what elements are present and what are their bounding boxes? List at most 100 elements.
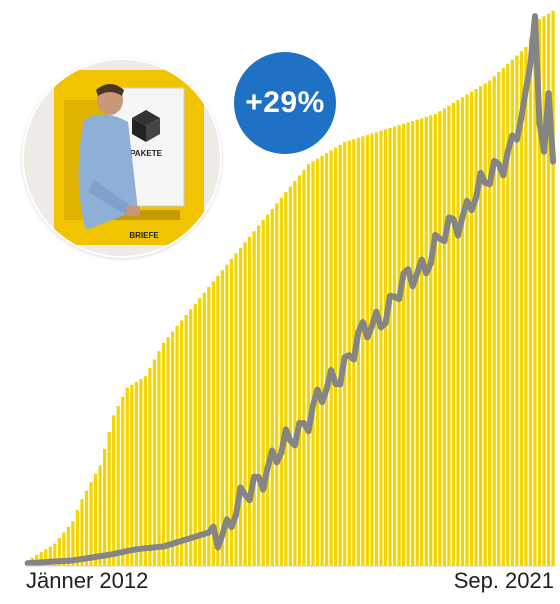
- bar: [89, 482, 93, 566]
- bar: [306, 164, 311, 567]
- bar: [315, 158, 320, 566]
- bar: [442, 108, 447, 566]
- bar: [438, 111, 442, 566]
- bar: [170, 331, 175, 566]
- bar: [103, 448, 107, 566]
- bar: [528, 37, 533, 566]
- bar: [465, 94, 469, 567]
- bar: [411, 121, 415, 566]
- bar: [80, 499, 84, 566]
- bar: [57, 538, 61, 566]
- bar: [284, 192, 288, 566]
- bar: [478, 86, 483, 567]
- bar: [506, 63, 510, 567]
- bar: [324, 153, 329, 566]
- bar: [184, 314, 188, 566]
- bar: [501, 67, 505, 567]
- bar: [451, 102, 456, 567]
- bars-group: [26, 10, 555, 567]
- bar: [93, 473, 98, 566]
- bar: [424, 116, 428, 566]
- bar: [107, 432, 111, 566]
- bar: [98, 465, 102, 566]
- bar: [497, 72, 501, 567]
- photo-sign-pakete: PAKETE: [130, 149, 163, 158]
- bar: [48, 546, 52, 566]
- bar: [44, 549, 48, 566]
- bar: [252, 231, 256, 566]
- bar: [270, 208, 274, 566]
- bar: [519, 51, 524, 566]
- bar: [207, 287, 211, 566]
- bar: [143, 376, 148, 566]
- bar: [166, 337, 170, 566]
- person-figure: [78, 84, 140, 230]
- x-axis-end-label: Sep. 2021: [453, 568, 554, 593]
- bar: [293, 180, 297, 567]
- bar: [161, 342, 166, 566]
- bar: [62, 532, 66, 566]
- bar: [374, 132, 379, 566]
- bar: [247, 236, 252, 566]
- bar: [415, 119, 419, 566]
- bar: [216, 275, 220, 566]
- bar: [338, 144, 342, 566]
- bar: [157, 351, 161, 566]
- bar: [193, 303, 197, 566]
- package-icon: [132, 110, 160, 142]
- bar: [238, 247, 243, 566]
- bar: [483, 83, 487, 566]
- bar: [279, 197, 283, 566]
- series-line: [24, 13, 557, 567]
- bar: [130, 384, 134, 566]
- bar: [139, 379, 143, 566]
- bar: [429, 115, 433, 567]
- bar: [275, 203, 279, 567]
- bar: [116, 406, 120, 566]
- bar: [148, 367, 152, 566]
- bar: [542, 16, 546, 567]
- bar: [356, 137, 360, 567]
- bar: [257, 225, 261, 566]
- bar: [361, 136, 365, 566]
- bar: [456, 100, 460, 566]
- bar: [234, 253, 238, 566]
- bar: [75, 510, 80, 566]
- bar: [524, 47, 528, 567]
- bar: [488, 80, 492, 566]
- bar: [365, 134, 369, 566]
- bar: [53, 543, 57, 566]
- bar: [225, 264, 229, 566]
- bar: [243, 242, 247, 567]
- percent-change-badge: +29%: [234, 52, 336, 154]
- bar: [401, 123, 406, 566]
- bar: [383, 129, 388, 566]
- bar: [198, 298, 202, 566]
- bar: [180, 320, 184, 566]
- bar: [71, 521, 75, 566]
- bar: [297, 175, 302, 566]
- bar: [388, 127, 392, 566]
- bar: [152, 359, 157, 566]
- bar: [406, 122, 410, 566]
- bar: [189, 309, 193, 566]
- bar: [420, 118, 424, 566]
- bar: [433, 114, 437, 567]
- bar: [39, 552, 43, 566]
- bar: [202, 292, 206, 566]
- x-axis-start-label: Jänner 2012: [26, 568, 149, 593]
- bar: [112, 415, 116, 566]
- bar: [370, 133, 374, 567]
- bar: [84, 490, 89, 566]
- photo-sign-briefe: BRIEFE: [129, 231, 159, 240]
- bar: [551, 10, 555, 567]
- bar: [379, 130, 383, 566]
- bar: [266, 214, 270, 566]
- bar: [121, 396, 125, 566]
- bar: [537, 19, 542, 567]
- bar: [533, 28, 537, 566]
- bar: [492, 76, 496, 567]
- bar: [134, 381, 138, 566]
- bar: [510, 59, 514, 567]
